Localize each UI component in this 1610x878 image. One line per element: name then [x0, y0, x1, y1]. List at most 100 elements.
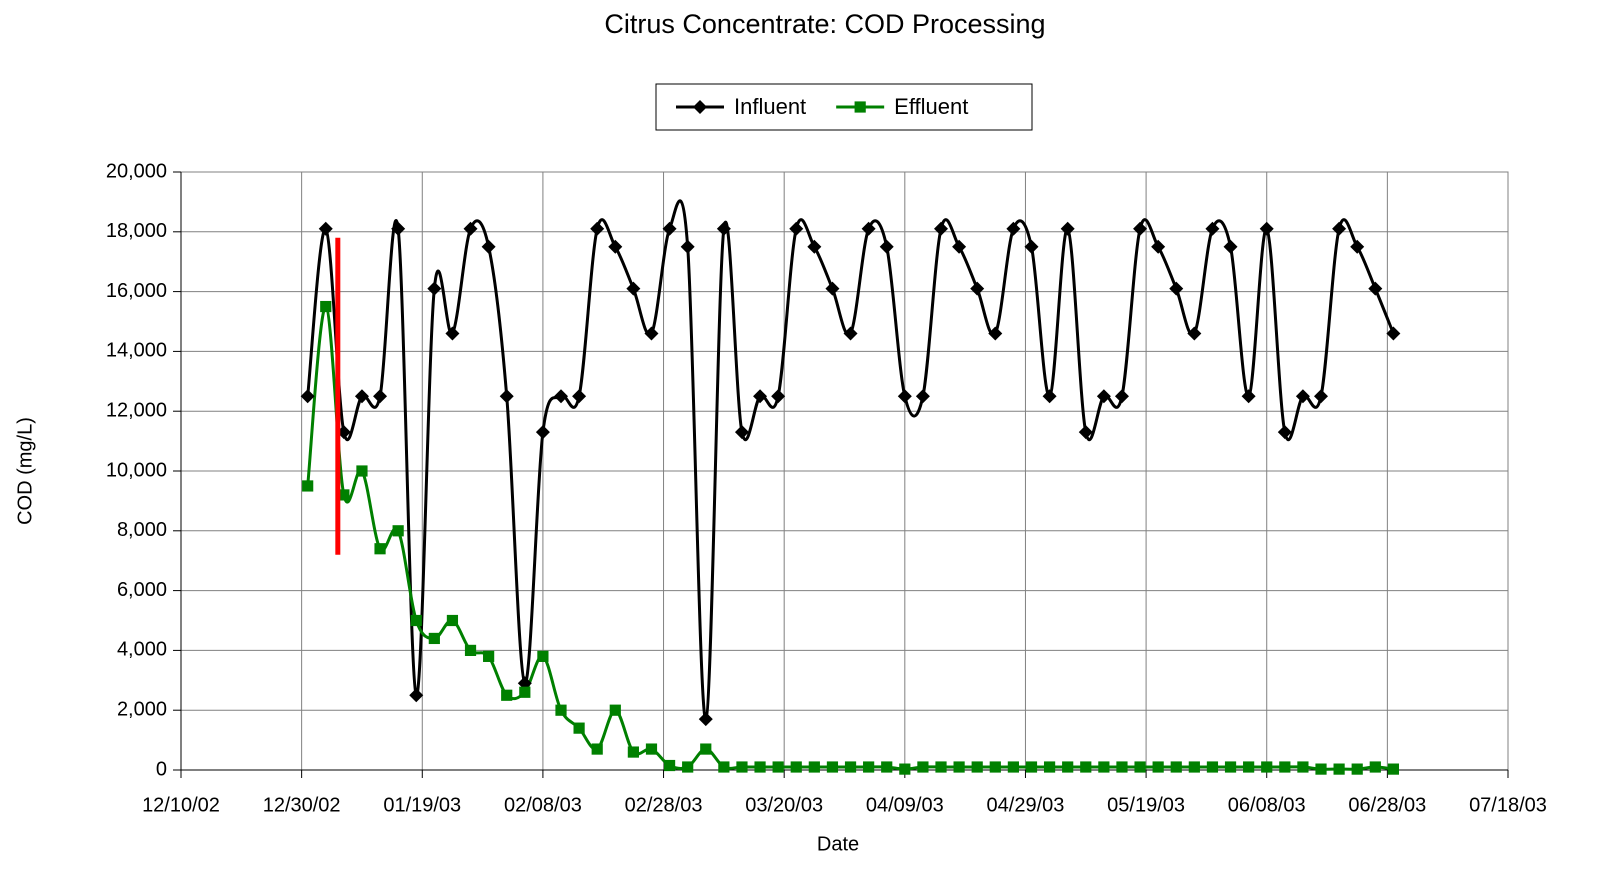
data-point — [336, 425, 351, 440]
data-point — [917, 761, 929, 773]
data-point — [952, 239, 967, 254]
data-point — [1332, 221, 1347, 236]
data-point — [608, 239, 623, 254]
series-line — [306, 199, 1395, 721]
data-point — [789, 221, 804, 236]
data-point — [1170, 761, 1182, 773]
data-point — [519, 686, 531, 698]
data-point — [899, 763, 911, 775]
data-point — [591, 743, 603, 755]
data-point — [1169, 281, 1184, 296]
data-point — [953, 761, 965, 773]
data-point — [970, 281, 985, 296]
data-point — [537, 650, 549, 662]
x-tick-label: 04/09/03 — [866, 794, 944, 816]
data-point — [934, 221, 949, 236]
data-point — [338, 489, 350, 501]
data-point — [863, 761, 875, 773]
data-point — [1386, 326, 1401, 341]
data-point — [1279, 761, 1291, 773]
data-point — [736, 761, 748, 773]
data-point — [790, 761, 802, 773]
data-point — [354, 389, 369, 404]
data-point — [989, 761, 1001, 773]
data-point — [881, 761, 893, 773]
y-tick-label: 16,000 — [106, 280, 167, 302]
x-tick-label: 03/20/03 — [745, 794, 823, 816]
data-point — [464, 644, 477, 656]
y-tick-label: 20,000 — [106, 160, 167, 182]
y-tick-label: 0 — [156, 758, 167, 780]
x-tick-label: 02/28/03 — [625, 794, 703, 816]
x-axis-label: Date — [817, 833, 859, 855]
data-point — [1152, 761, 1164, 773]
data-point — [410, 614, 422, 627]
data-point — [1188, 761, 1200, 773]
data-point — [356, 465, 368, 477]
data-point — [1042, 389, 1057, 404]
data-point — [825, 281, 840, 296]
data-point — [1187, 326, 1202, 341]
data-point — [1223, 239, 1238, 254]
y-tick-label: 12,000 — [106, 399, 167, 421]
data-point — [1133, 221, 1148, 236]
data-point — [1387, 763, 1399, 775]
data-point — [1098, 761, 1110, 773]
data-point — [716, 221, 731, 236]
legend-label: Influent — [734, 94, 806, 119]
data-point — [554, 389, 569, 404]
data-point — [302, 480, 314, 492]
data-point — [718, 761, 730, 773]
data-point — [373, 389, 388, 404]
data-point — [481, 239, 496, 254]
data-point — [374, 543, 386, 555]
data-point — [843, 326, 858, 341]
data-point — [935, 761, 947, 773]
x-tick-label: 05/19/03 — [1107, 794, 1185, 816]
legend-marker — [693, 100, 707, 114]
data-point — [320, 300, 332, 313]
data-point — [897, 389, 912, 404]
data-point — [1024, 239, 1039, 254]
data-point — [698, 712, 713, 727]
data-point — [1205, 221, 1220, 236]
y-axis-label: COD (mg/L) — [14, 417, 36, 525]
series-line — [306, 305, 1394, 771]
legend-marker — [854, 101, 866, 113]
data-point — [861, 221, 876, 236]
data-point — [1314, 389, 1329, 404]
data-point — [501, 689, 513, 701]
data-point — [1277, 425, 1292, 440]
x-tick-label: 04/29/03 — [987, 794, 1065, 816]
data-point — [609, 704, 621, 716]
x-tick-label: 12/10/02 — [142, 794, 220, 816]
data-point — [682, 761, 694, 773]
data-point — [644, 326, 659, 341]
x-tick-label: 12/30/02 — [263, 794, 341, 816]
data-point — [915, 389, 930, 404]
data-point — [662, 221, 677, 236]
y-tick-label: 2,000 — [117, 698, 167, 720]
data-point — [1368, 281, 1383, 296]
x-tick-label: 01/19/03 — [383, 794, 461, 816]
data-point — [392, 525, 404, 537]
y-tick-label: 10,000 — [106, 459, 167, 481]
data-point — [1224, 761, 1237, 773]
data-point — [573, 722, 585, 734]
data-point — [645, 743, 658, 755]
data-point — [590, 221, 605, 236]
data-point — [879, 239, 894, 254]
data-point — [1078, 425, 1093, 440]
data-point — [1241, 389, 1256, 404]
y-tick-label: 8,000 — [117, 519, 167, 541]
data-point — [428, 632, 440, 645]
data-point — [807, 239, 822, 254]
data-point — [572, 389, 587, 404]
data-point — [1060, 221, 1075, 236]
data-point — [409, 688, 424, 703]
chart-title: Citrus Concentrate: COD Processing — [604, 9, 1045, 39]
data-point — [754, 761, 766, 773]
data-point — [988, 326, 1003, 341]
data-point — [446, 614, 459, 627]
